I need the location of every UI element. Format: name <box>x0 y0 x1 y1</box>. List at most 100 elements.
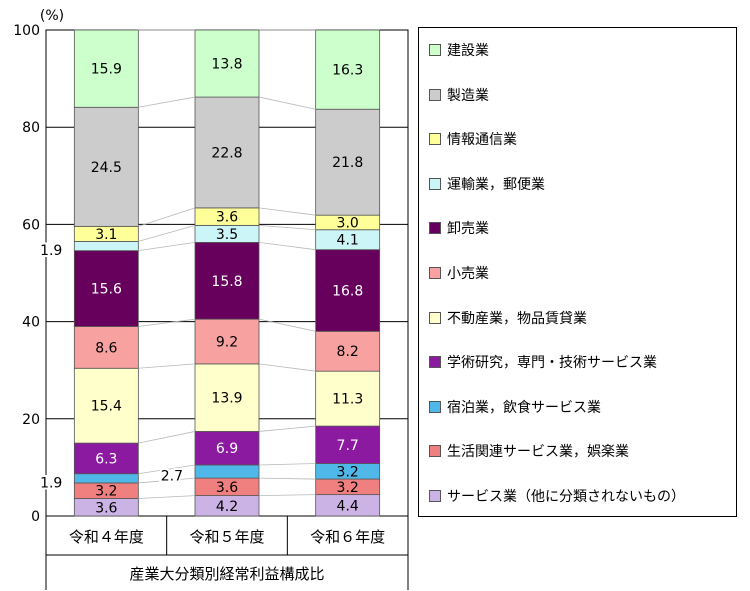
data-label: 3.2 <box>95 484 117 500</box>
legend-item: 建設業 <box>429 40 489 60</box>
data-label: 16.8 <box>332 283 363 299</box>
data-label: 6.9 <box>216 441 238 457</box>
legend-label: 建設業 <box>447 43 489 59</box>
data-label: 8.6 <box>95 340 117 356</box>
legend-label: 小売業 <box>447 266 489 282</box>
legend-item: 運輸業，郵便業 <box>429 174 545 194</box>
legend-item: 宿泊業，飲食サービス業 <box>429 397 601 417</box>
bar-segment <box>73 250 139 327</box>
legend-swatch <box>429 490 441 502</box>
legend-swatch <box>429 44 441 56</box>
connector-line <box>138 207 196 227</box>
connector-line <box>258 318 316 332</box>
legend-item: 情報通信業 <box>429 129 517 149</box>
data-label: 7.7 <box>337 438 359 454</box>
data-label: 3.2 <box>337 464 359 480</box>
legend-swatch <box>429 222 441 235</box>
legend-item: 不動産業，物品賃貸業 <box>429 308 587 328</box>
legend-label: 不動産業，物品賃貸業 <box>447 310 587 327</box>
bar-segment <box>73 367 139 444</box>
data-label: 3.6 <box>216 210 238 226</box>
legend-label: 製造業 <box>447 87 489 104</box>
data-label: 15.4 <box>91 399 122 415</box>
legend-swatch <box>429 445 441 458</box>
x-axis-label: 産業大分類別経常利益構成比 <box>129 565 324 583</box>
data-label: 21.8 <box>332 155 363 171</box>
legend-item: 小売業 <box>429 263 489 283</box>
connector-line <box>138 464 196 475</box>
data-label: 13.9 <box>211 391 242 407</box>
data-label: 15.8 <box>211 274 242 290</box>
bar-segment <box>194 318 260 365</box>
legend-label: 情報通信業 <box>447 132 517 149</box>
data-label: 13.8 <box>211 57 242 73</box>
data-label: 24.5 <box>91 160 122 176</box>
data-label: 3.0 <box>337 215 359 231</box>
connector-line <box>258 494 316 496</box>
y-tick-label: 0 <box>31 509 40 525</box>
connector-line <box>138 495 196 499</box>
data-label: 9.2 <box>216 335 238 351</box>
legend-item: サービス業（他に分類されないもの） <box>429 486 685 506</box>
data-label: 1.9 <box>40 243 62 259</box>
legend-label: 学術研究，専門・技術サービス業 <box>447 355 657 372</box>
legend-item: 卸売業 <box>429 218 489 238</box>
bar-segment <box>194 29 260 98</box>
legend-label: 生活関連サービス業，娯楽業 <box>447 444 629 461</box>
data-label: 11.3 <box>332 392 363 408</box>
connector-line <box>138 363 196 369</box>
y-tick-label: 100 <box>13 23 40 39</box>
connector-line <box>138 477 196 484</box>
bar-segment <box>194 241 260 320</box>
legend-item: 製造業 <box>429 85 489 105</box>
y-tick-label: 40 <box>22 315 40 331</box>
data-label: 8.2 <box>337 344 359 360</box>
connector-line <box>258 96 316 110</box>
connector-line <box>258 241 316 251</box>
data-label: 1.9 <box>40 475 62 491</box>
category-label: 令和６年度 <box>310 528 385 546</box>
legend-swatch <box>429 267 441 279</box>
data-label: 3.5 <box>216 227 238 243</box>
data-label: 15.9 <box>91 62 122 78</box>
data-label: 6.3 <box>95 451 117 467</box>
category-label: 令和４年度 <box>69 528 144 546</box>
bar-segment <box>315 249 381 332</box>
legend-swatch <box>429 400 441 413</box>
bar-segment <box>73 29 139 108</box>
data-label: 2.7 <box>161 469 183 485</box>
category-label: 令和５年度 <box>189 528 264 546</box>
data-label: 4.1 <box>337 233 359 249</box>
bar-segment <box>194 431 260 466</box>
data-label: 16.3 <box>332 63 363 79</box>
bar-segment <box>73 106 139 227</box>
bar-segment <box>315 108 381 216</box>
y-tick-label: 60 <box>22 217 40 233</box>
connector-line <box>138 241 196 252</box>
bar-segment <box>194 464 260 479</box>
data-label: 22.8 <box>211 145 242 161</box>
legend-label: 卸売業 <box>447 221 489 238</box>
data-label: 4.4 <box>337 498 359 514</box>
bar-segment <box>315 29 381 110</box>
data-label: 4.2 <box>216 499 238 515</box>
connector-line <box>258 363 316 372</box>
connector-line <box>138 318 196 327</box>
bar-segment <box>194 96 260 209</box>
data-label: 15.6 <box>91 282 122 298</box>
connector-line <box>258 224 316 231</box>
bar-segment <box>315 370 381 427</box>
chart-legend: 建設業製造業情報通信業運輸業，郵便業卸売業小売業不動産業，物品賃貸業学術研究，専… <box>418 27 737 517</box>
connector-line <box>258 463 316 466</box>
legend-item: 生活関連サービス業，娯楽業 <box>429 441 629 461</box>
y-tick-label: 20 <box>22 412 40 428</box>
bar-segment <box>73 473 139 484</box>
legend-swatch <box>429 311 441 324</box>
legend-swatch <box>429 177 441 190</box>
bar-segment <box>315 330 381 372</box>
legend-swatch <box>429 88 441 101</box>
data-label: 3.1 <box>95 227 117 243</box>
y-tick-label: 80 <box>22 120 40 136</box>
legend-swatch <box>429 133 441 146</box>
